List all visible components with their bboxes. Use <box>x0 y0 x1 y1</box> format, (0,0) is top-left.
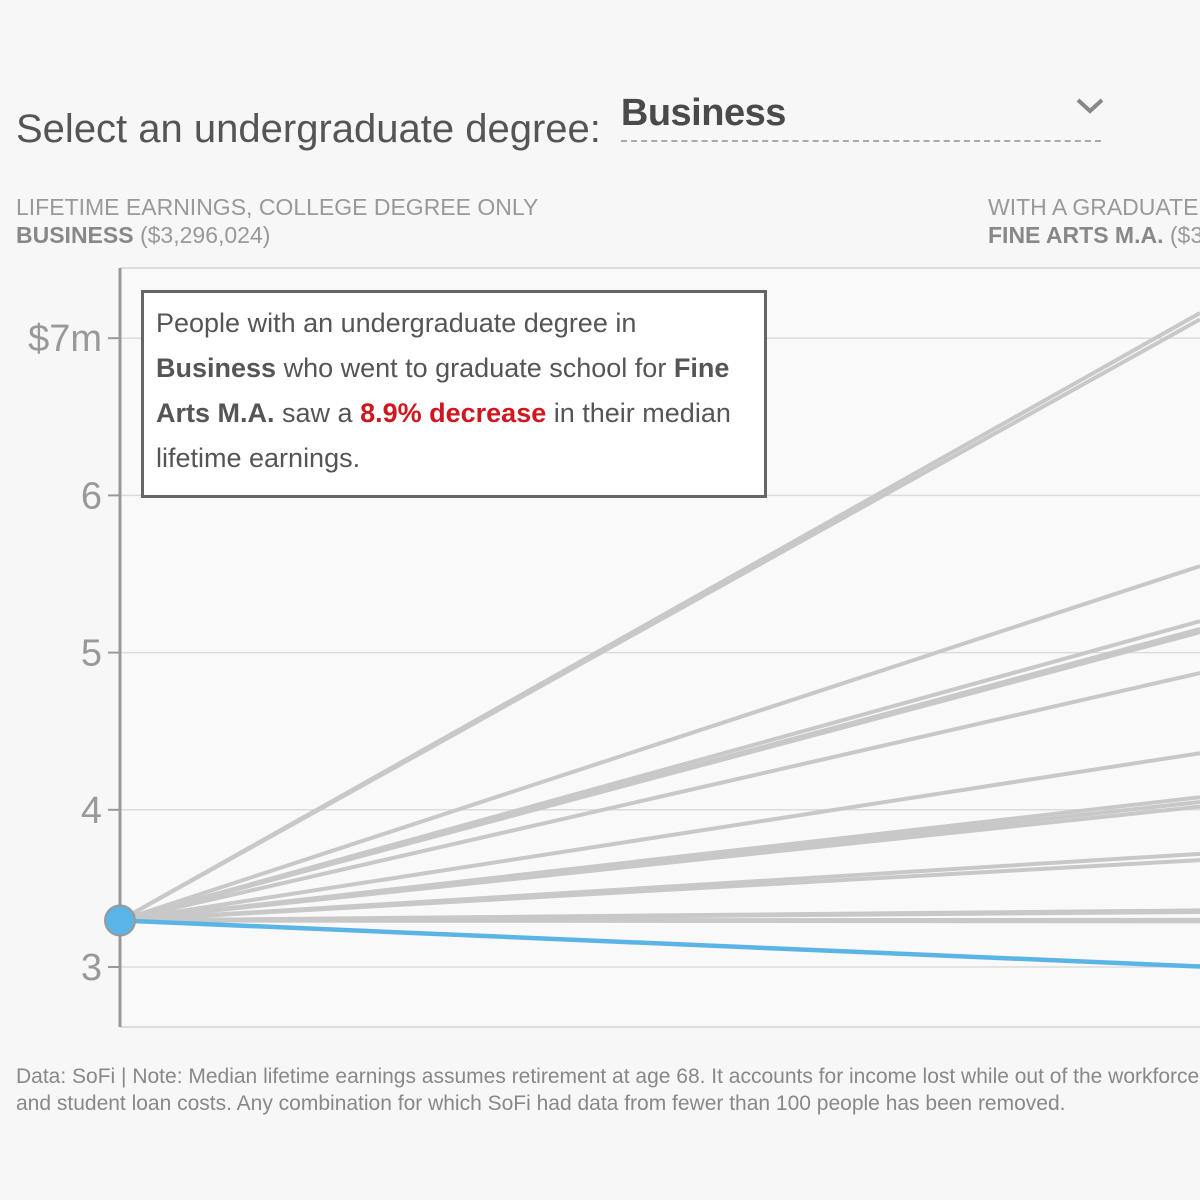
right-header-subtitle: FINE ARTS M.A. ($3 <box>988 221 1200 249</box>
y-tick-label: 3 <box>81 947 102 989</box>
highlight-line <box>119 918 1200 969</box>
y-tick-label: 4 <box>81 790 102 832</box>
left-header-value: ($3,296,024) <box>139 222 271 248</box>
dropdown-value: Business <box>620 92 786 134</box>
series-line <box>119 858 1200 923</box>
start-point <box>104 904 136 937</box>
callout-text-2: who went to graduate school for <box>283 353 667 383</box>
chevron-down-icon[interactable] <box>1075 96 1104 118</box>
footnote: Data: SoFi | Note: Median lifetime earni… <box>16 1065 1200 1115</box>
left-header-subtitle: BUSINESS ($3,296,024) <box>16 221 538 249</box>
left-header-degree: BUSINESS <box>16 222 134 248</box>
degree-dropdown[interactable]: Business <box>620 88 1104 142</box>
degree-selector: Select an undergraduate degree: Business <box>16 88 1104 152</box>
series-line <box>119 564 1200 923</box>
y-tick-label: $7m <box>28 318 102 360</box>
series-line <box>119 671 1200 923</box>
right-header: WITH A GRADUATE FINE ARTS M.A. ($3 <box>988 193 1200 249</box>
series-line <box>119 317 1200 923</box>
callout-change: 8.9% decrease <box>360 398 547 428</box>
y-tick-label: 5 <box>81 633 102 675</box>
series-line <box>119 630 1200 923</box>
series-line <box>119 804 1200 923</box>
left-header-title: LIFETIME EARNINGS, COLLEGE DEGREE ONLY <box>16 194 539 220</box>
callout-text-3: saw a <box>282 398 353 428</box>
selector-label: Select an undergraduate degree: <box>16 107 601 151</box>
right-header-value: ($3 <box>1169 222 1200 248</box>
series-line <box>119 751 1200 923</box>
left-header: LIFETIME EARNINGS, COLLEGE DEGREE ONLY B… <box>16 193 538 249</box>
callout-grad: Fine Arts M.A. <box>156 353 730 428</box>
callout-undergrad: Business <box>156 353 277 383</box>
right-header-degree: FINE ARTS M.A. <box>988 222 1164 248</box>
y-tick-label: 6 <box>81 475 102 517</box>
callout-box: People with an undergraduate degree in B… <box>141 290 767 498</box>
callout-text-4: in their median lifetime earnings. <box>156 398 731 473</box>
series-line <box>119 918 1200 924</box>
callout-text-1: People with an undergraduate degree in <box>156 308 637 338</box>
right-header-title: WITH A GRADUATE <box>988 194 1199 220</box>
